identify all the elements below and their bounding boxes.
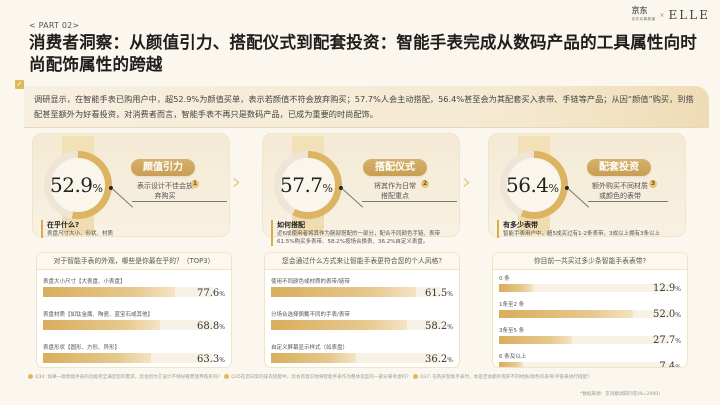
connector-line <box>362 201 457 202</box>
question-title: 你目前一共买过多少条智能手表表带? <box>493 253 687 270</box>
page-title: 消费者洞察：从颜值引力、搭配仪式到配套投资：智能手表完成从数码产品的工具属性向时… <box>29 33 697 74</box>
percent-value: 52.9% <box>50 173 103 197</box>
theme-desc: 额外购买不同材质或颜色的表带 <box>592 182 648 200</box>
connector-line <box>111 188 134 208</box>
question-title: 对于智能手表的外观，哪些是你最在乎的？（TOP3） <box>37 253 231 270</box>
survey-chart-1: 对于智能手表的外观，哪些是你最在乎的？（TOP3） 表盘大小尺寸【大表盘、小表盘… <box>36 252 232 368</box>
footnote-marker-2 <box>224 374 230 379</box>
bar-row: 6 条及以上 7.4% <box>499 354 681 368</box>
theme-pill: 搭配仪式 <box>363 159 427 176</box>
footnote-marker-1 <box>28 374 33 379</box>
connector-line <box>567 188 590 208</box>
bar-row: 3条至5 条 27.7% <box>499 328 681 346</box>
insight-card-2: 57.7% 搭配仪式 将其作为日常搭配重点 2 如何搭配 近6成使用者将其作为腕… <box>262 133 460 246</box>
sub-point: 如何搭配 近6成使用者将其作为腕部搭配的一部分，配合不同颜色手链、表带 61.5… <box>271 220 455 246</box>
summary-box: 调研显示，在智能手表已购用户中，超52.9%为颜值买单，表示若颜值不符会放弃购买… <box>24 86 709 128</box>
sub-point: 有多少表带 智能手表用户中，超5成买过有1-2条表带，3成以上拥有3条以上 <box>497 220 681 238</box>
progress-ring <box>500 151 568 219</box>
chevron-right-icon: ›› <box>232 170 240 195</box>
bar-row: 0 条 12.9% <box>499 276 681 294</box>
survey-chart-2: 您会通过什么方式来让智能手表更符合您的个人风格? 使用不同颜色或材质的表带/链带… <box>264 252 460 368</box>
theme-pill: 配套投资 <box>587 159 651 176</box>
theme-desc: 将其作为日常搭配重点 <box>374 182 416 200</box>
elle-logo: ELLE <box>668 8 710 22</box>
bar-row: 表盘材质【如钛金属、陶瓷、蓝宝石或其他】 68.8% <box>43 312 225 332</box>
survey-chart-3: 你目前一共买过多少条智能手表表带? 0 条 12.9% 1条至2 条 52.0%… <box>492 252 688 368</box>
chevron-right-icon: ›› <box>462 170 470 195</box>
bar-row: 分场合选择佩戴不同的手表/表带 58.2% <box>271 312 453 332</box>
percent-value: 57.7% <box>280 173 333 197</box>
brand-logo: 京东 京东京喜频道 × ELLE <box>632 6 711 24</box>
footnote-badge: 2 <box>421 180 429 188</box>
theme-pill: 颜值引力 <box>131 159 195 176</box>
jd-logo: 京东 京东京喜频道 <box>631 6 656 21</box>
footnotes: Q34: 如果一款智能手表的功能完全满足您的需求，您会因为它设计不够好看而放弃购… <box>28 374 708 380</box>
question-title: 您会通过什么方式来让智能手表更符合您的个人风格? <box>265 253 459 270</box>
insight-card-3: 56.4% 配套投资 额外购买不同材质或颜色的表带 3 有多少表带 智能手表用户… <box>488 133 686 238</box>
pointer-dot <box>109 186 113 190</box>
pointer-dot <box>565 186 569 190</box>
data-source: *数据来源：京洞察调研问卷(N=2000) <box>580 392 660 397</box>
footnote-badge: 1 <box>191 180 199 188</box>
insight-card-1: 52.9% 颜值引力 表示设计不佳会放弃购买 1 在乎什么? 表盘尺寸大小、形状… <box>32 133 230 238</box>
bar-row: 表盘形状【圆形、方形、异形】 63.3% <box>43 345 225 365</box>
logo-separator: × <box>659 11 665 19</box>
theme-desc: 表示设计不佳会放弃购买 <box>137 182 193 200</box>
sub-point: 在乎什么? 表盘尺寸大小、形状、材质 <box>41 220 221 238</box>
bar-row: 使用不同颜色或材质的表带/链带 61.5% <box>271 279 453 299</box>
progress-ring <box>274 151 342 219</box>
connector-line <box>588 201 668 202</box>
connector-line <box>132 201 227 202</box>
bar-row: 自定义屏幕显示样式（如表盘） 36.2% <box>271 345 453 365</box>
pointer-dot <box>339 186 343 190</box>
part-label: < PART 02> <box>29 21 80 30</box>
footnote-badge: 3 <box>649 180 657 188</box>
percent-value: 56.4% <box>506 173 559 197</box>
footnote-marker-3 <box>412 374 418 379</box>
check-icon: ✓ <box>15 80 24 89</box>
connector-line <box>341 188 364 208</box>
bar-row: 表盘大小尺寸【大表盘、小表盘】 77.6% <box>43 279 225 299</box>
progress-ring <box>44 151 112 219</box>
bar-row: 1条至2 条 52.0% <box>499 302 681 320</box>
